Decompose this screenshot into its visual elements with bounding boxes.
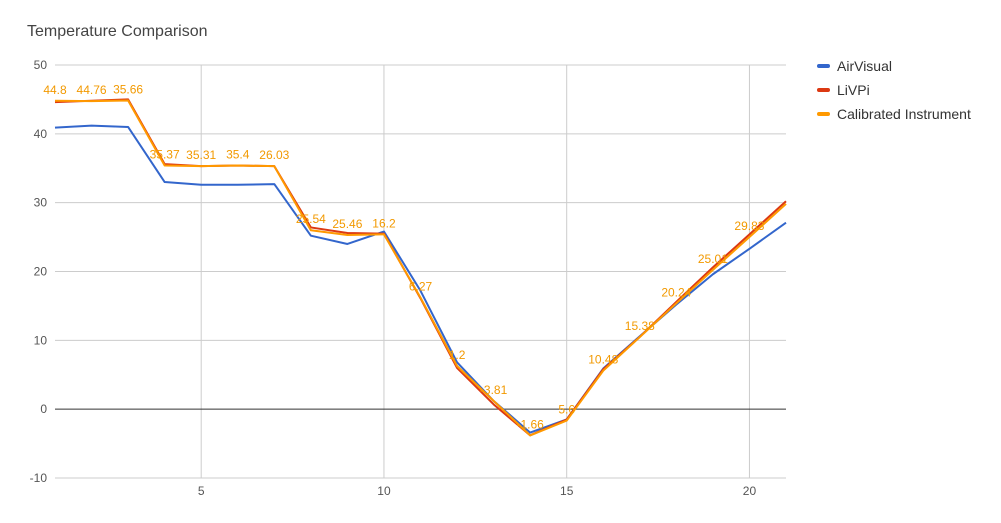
gridlines bbox=[55, 64, 786, 479]
data-label: 35.37 bbox=[150, 147, 180, 161]
data-label: 44.76 bbox=[77, 83, 107, 97]
y-tick-label: 30 bbox=[34, 196, 48, 210]
x-tick-label: 20 bbox=[743, 484, 757, 498]
y-tick-label: 50 bbox=[34, 58, 48, 72]
legend-label: AirVisual bbox=[837, 58, 892, 74]
data-label: 44.8 bbox=[43, 83, 67, 97]
legend: AirVisual LiVPi Calibrated Instrument bbox=[817, 58, 971, 122]
data-label: 16.2 bbox=[372, 216, 396, 230]
legend-label: Calibrated Instrument bbox=[837, 106, 971, 122]
legend-label: LiVPi bbox=[837, 82, 870, 98]
legend-swatch bbox=[817, 88, 830, 92]
data-label: 35.4 bbox=[226, 147, 250, 161]
x-tick-label: 15 bbox=[560, 484, 574, 498]
data-label: 25.54 bbox=[296, 212, 326, 226]
y-tick-label: 0 bbox=[40, 402, 47, 416]
data-label: 26.03 bbox=[259, 148, 289, 162]
y-tick-label: 20 bbox=[34, 265, 48, 279]
y-tick-label: 40 bbox=[34, 127, 48, 141]
data-label: 25.01 bbox=[698, 252, 728, 266]
data-label: 35.66 bbox=[113, 82, 143, 96]
data-label: 29.83 bbox=[734, 219, 764, 233]
y-tick-label: -10 bbox=[30, 471, 48, 485]
legend-swatch bbox=[817, 112, 830, 116]
x-tick-label: 5 bbox=[198, 484, 205, 498]
data-label: -3.81 bbox=[480, 383, 508, 397]
data-labels: 44.8 44.76 35.66 35.37 35.31 35.4 26.03 25.54 25… bbox=[43, 82, 764, 431]
data-label: 25.46 bbox=[332, 217, 362, 231]
data-label: 10.48 bbox=[588, 353, 618, 367]
chart-title: Temperature Comparison bbox=[27, 23, 208, 40]
y-tick-label: 10 bbox=[34, 333, 48, 347]
data-label: 6.27 bbox=[409, 280, 433, 294]
series-line-3 bbox=[54, 99, 787, 437]
data-label: 1.2 bbox=[449, 348, 466, 362]
legend-swatch bbox=[817, 64, 830, 68]
data-label: 15.38 bbox=[625, 319, 655, 333]
data-label: -1.66 bbox=[516, 417, 544, 431]
data-label: 5.6 bbox=[558, 403, 575, 417]
x-tick-label: 10 bbox=[377, 484, 391, 498]
series-lines bbox=[54, 98, 787, 437]
data-label: 35.31 bbox=[186, 148, 216, 162]
data-label: 20.24 bbox=[661, 285, 691, 299]
axes: -10 0 10 20 30 40 50 5 10 15 20 bbox=[30, 58, 786, 498]
